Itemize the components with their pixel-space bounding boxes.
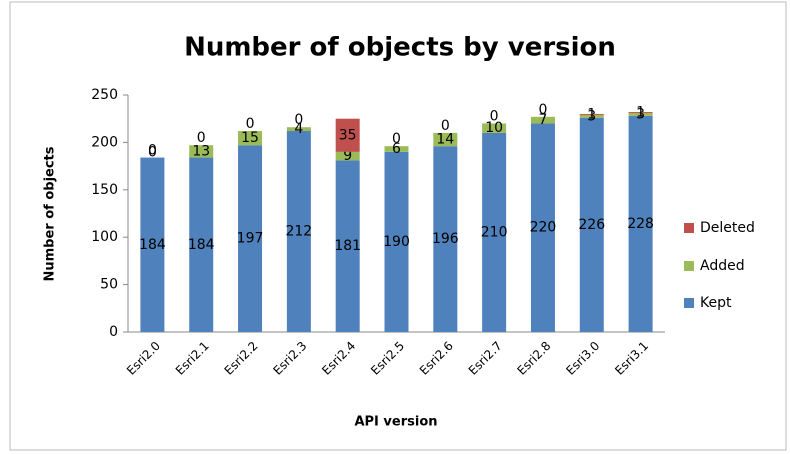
legend-swatch xyxy=(684,261,694,271)
data-label: 210 xyxy=(481,224,508,240)
data-label: 0 xyxy=(538,102,547,118)
data-label: 184 xyxy=(139,237,166,253)
data-label: 220 xyxy=(530,220,557,236)
y-tick-label: 150 xyxy=(91,182,118,198)
data-label: 0 xyxy=(148,143,157,159)
data-label: 3 xyxy=(636,106,645,122)
data-label: 10 xyxy=(485,120,503,136)
data-label: 0 xyxy=(441,118,450,134)
data-label: 184 xyxy=(188,237,215,253)
data-label: 13 xyxy=(192,143,210,159)
data-label: 190 xyxy=(383,234,410,250)
bar-segment xyxy=(628,112,653,114)
bar-segment xyxy=(433,132,458,147)
bar-segment xyxy=(238,145,263,332)
bar-segment xyxy=(335,118,360,152)
bar-segment xyxy=(189,145,214,158)
data-label: 0 xyxy=(490,108,499,124)
legend-swatch xyxy=(684,298,694,308)
data-label: 0 xyxy=(392,131,401,147)
data-label: 1 xyxy=(587,106,596,122)
data-label: 196 xyxy=(432,231,459,247)
bar-segment xyxy=(238,131,263,146)
y-tick-label: 0 xyxy=(109,324,118,340)
data-label: 4 xyxy=(294,121,303,137)
bar-segment xyxy=(530,116,555,124)
data-label: 15 xyxy=(241,130,259,146)
bar-segment xyxy=(579,114,604,118)
legend-label: Kept xyxy=(700,295,732,311)
bar-segment xyxy=(433,146,458,332)
legend-label: Deleted xyxy=(700,220,755,236)
bar-segment xyxy=(628,113,653,116)
bar-segment xyxy=(384,151,409,332)
data-label: 0 xyxy=(148,145,157,161)
y-tick-label: 100 xyxy=(91,229,118,245)
bar-segment xyxy=(482,132,507,332)
data-label: 0 xyxy=(197,130,206,146)
data-label: 212 xyxy=(285,224,312,240)
data-label: 6 xyxy=(392,141,401,157)
y-axis-label: Number of objects xyxy=(43,146,58,281)
bar-segment xyxy=(335,151,360,161)
data-label: 0 xyxy=(246,116,255,132)
bar-segment xyxy=(286,131,311,332)
y-tick-label: 50 xyxy=(100,277,118,293)
data-label: 0 xyxy=(294,112,303,128)
bar-segment xyxy=(384,146,409,152)
bar-segment xyxy=(579,117,604,332)
bar-segment xyxy=(335,160,360,332)
bar-segment xyxy=(286,127,311,132)
data-label: 1 xyxy=(636,105,645,121)
legend-swatch xyxy=(684,223,694,233)
data-label: 9 xyxy=(343,148,352,164)
data-label: 228 xyxy=(627,216,654,232)
data-label: 226 xyxy=(578,217,605,233)
data-label: 7 xyxy=(538,112,547,128)
data-label: 181 xyxy=(334,238,361,254)
bar-segment xyxy=(140,157,165,332)
bar-segment xyxy=(628,115,653,332)
data-label: 14 xyxy=(436,132,454,148)
bar-segment xyxy=(189,157,214,332)
bar-segment xyxy=(482,123,507,133)
legend-label: Added xyxy=(700,258,745,274)
y-tick-label: 200 xyxy=(91,134,118,150)
chart-title: Number of objects by version xyxy=(184,33,616,63)
bar-segment xyxy=(530,123,555,332)
data-label: 3 xyxy=(587,108,596,124)
data-label: 35 xyxy=(339,127,357,143)
y-tick-label: 250 xyxy=(91,87,118,103)
bar-segment xyxy=(579,113,604,115)
x-axis-label: API version xyxy=(354,415,437,430)
data-label: 197 xyxy=(237,231,264,247)
